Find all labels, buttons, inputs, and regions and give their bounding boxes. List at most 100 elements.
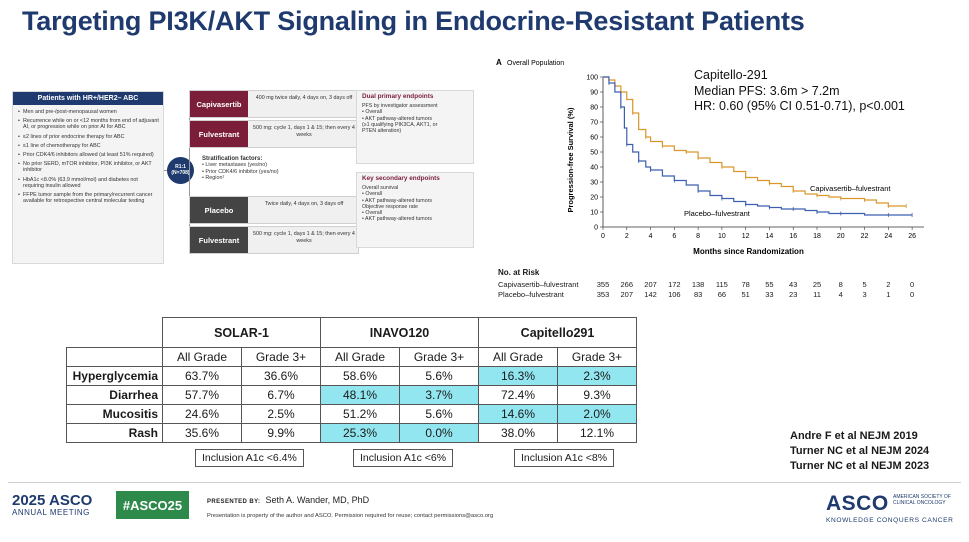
arm-dose: 500 mg: cycle 1, days 1 & 15; then every… — [253, 125, 355, 138]
table-cell-highlighted: 14.6% — [478, 404, 558, 424]
patient-criterion: No prior SERD, mTOR inhibitor, PI3K inhi… — [18, 161, 159, 173]
group-header: SOLAR-1 — [162, 317, 321, 348]
row-label: Diarrhea — [66, 385, 163, 405]
risk-row-label: Placebo–fulvestrant — [498, 290, 564, 299]
risk-value: 106 — [668, 290, 681, 299]
primary-endpoint-line: • AKT pathway-altered tumors — [362, 115, 433, 122]
y-tick-label: 90 — [590, 90, 598, 97]
column-header: Grade 3+ — [557, 347, 637, 367]
panel-label: A — [496, 58, 502, 67]
row-label: Hyperglycemia — [66, 366, 163, 386]
primary-endpoint-line: (≥1 qualifying PIK3CA, AKT1, or — [362, 121, 438, 128]
table-cell: 57.7% — [162, 385, 242, 405]
arm-drug-label: Fulvestrant — [190, 121, 248, 147]
stratification-title: Stratification factors: — [202, 156, 263, 162]
risk-value: 33 — [765, 290, 774, 299]
table-cell: 63.7% — [162, 366, 242, 386]
reference: Turner NC et al NEJM 2024 — [790, 445, 930, 457]
presented-by-label: PRESENTED BY: — [207, 499, 261, 505]
x-tick-label: 0 — [601, 233, 605, 240]
reference: Andre F et al NEJM 2019 — [790, 430, 918, 442]
secondary-endpoint-line: • AKT pathway-altered tumors — [362, 216, 433, 223]
x-tick-label: 10 — [718, 233, 726, 240]
primary-endpoints-box: Dual primary endpoints PFS by investigat… — [356, 90, 474, 164]
primary-endpoint-line: PFS by investigator assessment — [362, 103, 438, 110]
risk-value: 3 — [862, 290, 867, 299]
x-tick-label: 2 — [625, 233, 629, 240]
y-tick-label: 80 — [590, 105, 598, 112]
arm-fulvestrant-1: Fulvestrant 500 mg: cycle 1, days 1 & 15… — [189, 120, 359, 148]
x-tick-label: 22 — [861, 233, 869, 240]
secondary-endpoint-line: • Overall — [362, 210, 383, 217]
secondary-endpoint-line: • Overall — [362, 191, 383, 198]
risk-table-title: No. at Risk — [498, 268, 540, 277]
table-cell-highlighted: 2.0% — [557, 404, 637, 424]
connector-line — [189, 104, 190, 236]
risk-value: 138 — [691, 280, 705, 289]
risk-value: 51 — [741, 290, 750, 299]
km-annotation-line: HR: 0.60 (95% CI 0.51-0.71), p<0.001 — [694, 99, 905, 113]
asco-tagline: KNOWLEDGE CONQUERS CANCER — [826, 517, 954, 524]
risk-value: 266 — [620, 280, 634, 289]
km-annotation-line: Capitello-291 — [694, 68, 768, 82]
table-row: Mucositis 24.6% 2.5% 51.2% 5.6% 14.6% 2.… — [66, 404, 637, 424]
risk-row-label: Capivasertib–fulvestrant — [498, 280, 579, 289]
patient-criterion: Prior CDK4/6 inhibitors allowed (at leas… — [18, 152, 159, 158]
primary-endpoints-title: Dual primary endpoints — [362, 93, 434, 100]
row-label: Rash — [66, 423, 163, 443]
km-plot: A Overall Population010203040506070809010… — [496, 58, 924, 256]
arm-drug-label: Capivasertib — [190, 91, 248, 117]
table-cell: 72.4% — [478, 385, 558, 405]
randomization-label: R1:1 (N=708) — [171, 164, 190, 176]
table-corner — [66, 317, 163, 348]
risk-row-placebo: Placebo–fulvestrant 353 207 142 106 83 66 51 33… — [498, 290, 914, 299]
arm-capivasertib: Capivasertib 400 mg twice daily, 4 days … — [189, 90, 359, 118]
table-cell-highlighted: 3.7% — [399, 385, 479, 405]
patient-criterion: Recurrence while on or <12 months from e… — [18, 118, 159, 130]
risk-value: 207 — [644, 280, 657, 289]
column-header: Grade 3+ — [399, 347, 479, 367]
x-tick-label: 26 — [908, 233, 916, 240]
table-cell-highlighted: 2.3% — [557, 366, 637, 386]
primary-endpoint-line: PTEN alteration) — [362, 128, 402, 135]
risk-value: 0 — [910, 290, 915, 299]
x-tick-label: 18 — [813, 233, 821, 240]
x-axis-label: Months since Randomization — [693, 247, 804, 256]
group-header: INAVO120 — [320, 317, 479, 348]
risk-value: 78 — [741, 280, 750, 289]
y-tick-label: 60 — [590, 135, 598, 142]
column-header: Grade 3+ — [241, 347, 321, 367]
footer-divider — [8, 482, 961, 483]
patient-criterion: HbA1c <8.0% (63.9 mmol/mol) and diabetes… — [18, 177, 159, 189]
asco-logo-text: ASCO — [826, 492, 889, 515]
y-tick-label: 30 — [590, 180, 598, 187]
patients-criteria-list: Men and pre-/post-menopausal women Recurr… — [13, 105, 163, 204]
y-axis-label: Progression-free Survival (%) — [566, 107, 575, 213]
y-tick-label: 40 — [590, 165, 598, 172]
reference: Turner NC et al NEJM 2023 — [790, 460, 930, 472]
table-cell: 5.6% — [399, 366, 479, 386]
risk-value: 55 — [765, 280, 774, 289]
x-tick-label: 20 — [837, 233, 845, 240]
km-annotation: Capitello-291 Median PFS: 3.6m > 7.2m HR: … — [694, 68, 905, 115]
arm-dose: 500 mg: cycle 1, days 1 & 15; then every… — [253, 231, 355, 244]
row-label: Mucositis — [66, 404, 163, 424]
y-tick-label: 10 — [590, 210, 598, 217]
table-cell-highlighted: 16.3% — [478, 366, 558, 386]
table-cell-highlighted: 25.3% — [320, 423, 400, 443]
inclusion-capitello291: Inclusion A1c <8% — [514, 449, 615, 467]
risk-value: 355 — [596, 280, 610, 289]
x-tick-label: 8 — [696, 233, 700, 240]
secondary-endpoint-line: Overall survival — [362, 185, 399, 192]
chart-title: Overall Population — [507, 60, 564, 67]
table-corner — [66, 347, 163, 367]
column-header: All Grade — [478, 347, 558, 367]
series-label-placebo: Placebo–fulvestrant — [684, 209, 751, 218]
primary-endpoint-line: • Overall — [362, 109, 383, 116]
table-cell: 38.0% — [478, 423, 558, 443]
secondary-endpoint-line: • AKT pathway-altered tumors — [362, 197, 433, 204]
x-tick-label: 24 — [884, 233, 892, 240]
patient-criterion: Men and pre-/post-menopausal women — [18, 109, 159, 115]
stratification-factors: Stratification factors: • Liver metastas… — [202, 156, 352, 181]
trial-schema: Patients with HR+/HER2– ABC Men and pre-… — [12, 86, 474, 264]
